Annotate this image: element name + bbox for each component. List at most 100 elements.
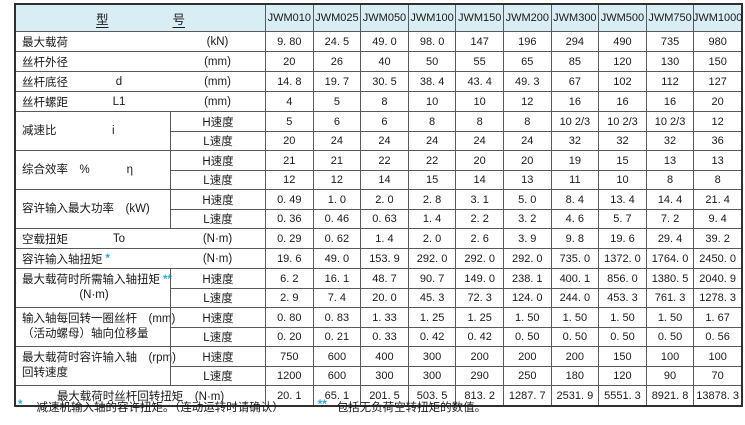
value-cell: 8 <box>407 112 456 131</box>
value-cell: 292. 0 <box>407 249 456 268</box>
value-cell: 50 <box>407 52 456 71</box>
speed-label-l: L速度 <box>170 328 265 346</box>
value-cell: 38. 4 <box>407 72 456 91</box>
value-cell: 244. 0 <box>550 289 599 307</box>
value-cell: 1. 25 <box>455 308 503 327</box>
value-cell: 150 <box>693 52 741 71</box>
value-cell: 14. 4 <box>645 190 694 209</box>
value-cell: 9. 80 <box>265 32 313 51</box>
value-cell: 2531. 9 <box>550 386 599 405</box>
speed-label-h: H速度 <box>170 269 265 288</box>
speed-value-row: H速度 750 600 400 300 200 200 200 150 100 100 <box>170 347 741 366</box>
spec-row-减速比: 减速比 i H速度 5 6 6 8 8 8 10 2/3 10 2/3 10 2/3 12 L速度 20 24… <box>16 111 741 150</box>
value-cell: 1287. 7 <box>502 386 551 405</box>
value-cell: 10 <box>407 92 456 111</box>
value-cell: 2. 6 <box>455 229 503 248</box>
row-values: 9. 80 24. 5 49. 0 98. 0 147 196 294 490 735 980 <box>265 32 741 51</box>
value-cell: 32 <box>645 132 694 150</box>
value-cell: 10 <box>598 171 646 189</box>
footnote-marker: * <box>105 252 110 265</box>
value-cell: 21 <box>265 151 313 170</box>
speed-value-row: L速度 1200 600 300 300 290 250 180 120 90 70 <box>170 366 741 385</box>
value-cell: 250 <box>502 367 551 385</box>
value-cell: 49. 0 <box>312 249 361 268</box>
spec-row-最大载荷时所需输入轴扭矩: 最大载荷时所需输入轴扭矩 ** (N·m) H速度 6. 2 16. 1 48. 7 90. … <box>16 268 741 307</box>
value-cell: 19. 6 <box>598 229 646 248</box>
value-cell: 1. 50 <box>550 308 599 327</box>
row-label-line: 减速比 i <box>22 124 170 139</box>
value-cell: 9. 4 <box>693 210 741 228</box>
value-cell: 0. 42 <box>455 328 503 346</box>
value-cell: 24 <box>312 132 361 150</box>
value-cell: 49. 3 <box>502 72 551 91</box>
footnote-marker-2: ** <box>317 399 327 411</box>
value-cell: 20 <box>455 151 503 170</box>
value-cell: 14 <box>455 171 503 189</box>
row-unit: (mm) <box>204 55 231 68</box>
value-cell: 1. 67 <box>693 308 741 327</box>
value-cell: 503. 5 <box>407 386 456 405</box>
value-row: 14. 8 19. 7 30. 5 38. 4 43. 4 49. 3 67 102 112 12… <box>265 72 741 91</box>
row-label-cell: 丝杆底径 d (mm) <box>16 72 265 91</box>
model-name-row: JWM010 JWM025 JWM050 JWM100 JWM150 JWM200 JWM3… <box>265 5 742 31</box>
row-label-cell: 输入轴每回转一圈丝杆 (mm) （活动螺母）轴向位移量 <box>16 308 175 346</box>
value-cell: 39. 2 <box>693 229 741 248</box>
model-col-JWM500: JWM500 <box>598 5 646 31</box>
value-cell: 1380. 5 <box>645 269 694 288</box>
value-cell: 1. 50 <box>502 308 551 327</box>
value-cell: 2. 8 <box>407 190 456 209</box>
speed-value-row: H速度 5 6 6 8 8 8 10 2/3 10 2/3 10 2/3 12 <box>170 112 741 131</box>
value-cell: 0. 62 <box>312 229 361 248</box>
row-values: 20. 1 65. 1 201. 5 503. 5 813. 2 1287. 7 2531.… <box>265 386 741 405</box>
value-cell: 100 <box>645 347 694 366</box>
value-cell: 200 <box>455 347 503 366</box>
model-col-JWM1000: JWM1000 <box>693 5 742 31</box>
speed-value-row: H速度 6. 2 16. 1 48. 7 90. 7 149. 0 238. 1 400. 1… <box>170 269 741 288</box>
model-columns: JWM010 JWM025 JWM050 JWM100 JWM150 JWM200 JWM3… <box>265 5 742 31</box>
value-cell: 5551. 3 <box>598 386 646 405</box>
row-label-line: 最大载荷时所需输入轴扭矩 ** <box>22 273 172 288</box>
row-label: 减速比 <box>22 124 57 137</box>
value-cell: 856. 0 <box>598 269 646 288</box>
value-cell: 201. 5 <box>360 386 408 405</box>
value-cell: 149. 0 <box>455 269 503 288</box>
speed-label-l: L速度 <box>170 367 265 385</box>
value-cell: 1200 <box>265 367 313 385</box>
value-cell: 294 <box>550 32 599 51</box>
value-cell: 48. 7 <box>360 269 408 288</box>
value-cell: 1278. 3 <box>693 289 741 307</box>
row-values: H速度 0. 49 1. 0 2. 0 2. 8 3. 1 5. 0 8. 4 13. 4 14.… <box>170 190 741 228</box>
row-label-line: 综合效率 % η <box>22 163 170 178</box>
value-cell: 30. 5 <box>360 72 408 91</box>
value-cell: 0. 49 <box>265 190 313 209</box>
value-cell: 196 <box>502 32 551 51</box>
row-symbol: i <box>111 124 115 137</box>
value-cell: 200 <box>502 347 551 366</box>
value-cell: 735 <box>645 32 694 51</box>
value-cell: 7. 2 <box>645 210 694 228</box>
spec-row-空载扭矩: 空载扭矩 To (N·m) 0. 29 0. 62 1. 4 2. 0 2. 6 3. 9 9. … <box>16 228 741 248</box>
value-cell: 20 <box>693 92 741 111</box>
value-cell: 0. 83 <box>312 308 361 327</box>
value-cell: 65 <box>502 52 551 71</box>
value-cell: 150 <box>598 347 646 366</box>
speed-value-row: L速度 12 12 14 15 14 13 11 10 8 8 <box>170 170 741 189</box>
value-cell: 490 <box>598 32 646 51</box>
value-cell: 300 <box>407 347 456 366</box>
value-cell: 2450. 0 <box>693 249 741 268</box>
row-label-cell: 减速比 i <box>16 112 170 150</box>
value-cell: 14 <box>360 171 408 189</box>
value-cell: 55 <box>455 52 503 71</box>
row-values: 4 5 8 10 10 12 16 16 16 20 <box>265 92 741 111</box>
value-cell: 3. 1 <box>455 190 503 209</box>
row-label: 丝杆螺距 <box>22 96 68 109</box>
value-cell: 1. 4 <box>360 229 408 248</box>
value-cell: 20 <box>502 151 551 170</box>
value-cell: 19 <box>550 151 599 170</box>
model-col-JWM010: JWM010 <box>265 5 313 31</box>
speed-label-h: H速度 <box>170 112 265 131</box>
value-cell: 0. 50 <box>502 328 551 346</box>
value-cell: 5. 0 <box>502 190 551 209</box>
value-cell: 761. 3 <box>645 289 694 307</box>
